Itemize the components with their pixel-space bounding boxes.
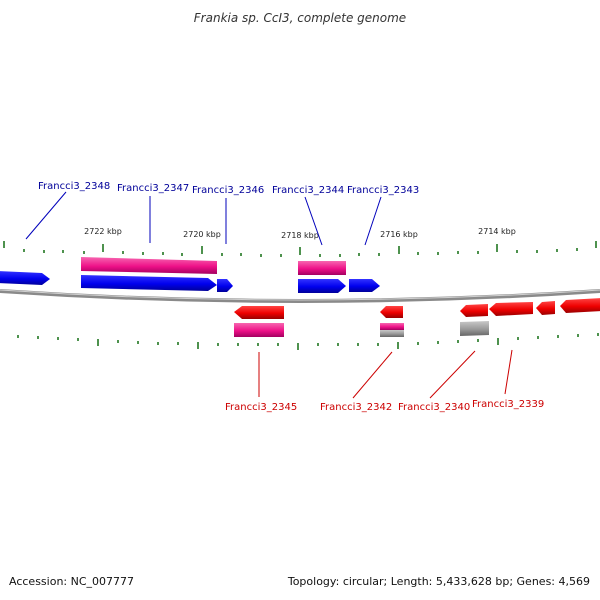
rna-francci3-2347-box[interactable] (81, 257, 217, 274)
rna-francci3-2342-box[interactable] (380, 323, 404, 330)
label-francci3-2342[interactable]: Francci3_2342 (320, 402, 392, 413)
rna-francci3-2345-box[interactable] (234, 323, 284, 337)
reverse-gene-labels: Francci3_2345 Francci3_2342 Francci3_234… (225, 349, 544, 413)
label-francci3-2345[interactable]: Francci3_2345 (225, 402, 297, 413)
upper-tick-row (3, 241, 597, 257)
scale-label-2718: 2718 kbp (281, 231, 319, 240)
gene-francci3-2342-arrow[interactable] (380, 306, 403, 318)
lower-tick-row (17, 333, 599, 350)
leader-line (429, 350, 476, 399)
label-francci3-2343[interactable]: Francci3_2343 (347, 185, 419, 196)
genome-backbone-highlight (0, 289, 600, 301)
pseudo-francci3-2342-box[interactable] (380, 330, 404, 337)
gene-francci3-2340-arrow[interactable] (460, 304, 488, 317)
scale-label-2716: 2716 kbp (380, 230, 418, 239)
label-francci3-2347[interactable]: Francci3_2347 (117, 183, 189, 194)
leader-line (352, 351, 393, 399)
gene-francci3-2348-arrow[interactable] (0, 271, 50, 285)
label-francci3-2348[interactable]: Francci3_2348 (38, 181, 110, 192)
gene-francci3-2344-arrow[interactable] (298, 279, 346, 293)
scale-labels: 2722 kbp 2720 kbp 2718 kbp 2716 kbp 2714… (84, 227, 516, 240)
gene-francci3-2347-arrow[interactable] (81, 275, 217, 291)
leader-line (364, 196, 382, 246)
scale-label-2714: 2714 kbp (478, 227, 516, 236)
scale-label-2722: 2722 kbp (84, 227, 122, 236)
gene-francci3-2339-arrow[interactable] (489, 302, 533, 316)
scale-label-2720: 2720 kbp (183, 230, 221, 239)
topology-text: Topology: circular; Length: 5,433,628 bp… (287, 575, 590, 588)
rna-francci3-2344-box[interactable] (298, 261, 346, 275)
genome-title: Frankia sp. CcI3, complete genome (194, 11, 406, 25)
leader-line (504, 349, 513, 395)
reverse-strand (234, 298, 600, 337)
label-francci3-2346[interactable]: Francci3_2346 (192, 185, 264, 196)
label-francci3-2339[interactable]: Francci3_2339 (472, 399, 544, 410)
pseudo-francci3-2340-box[interactable] (460, 321, 489, 336)
leader-line (304, 196, 323, 246)
gene-francci3-2343-arrow[interactable] (349, 279, 380, 292)
forward-gene-labels: Francci3_2348 Francci3_2347 Francci3_234… (25, 181, 419, 246)
label-francci3-2344[interactable]: Francci3_2344 (272, 185, 344, 196)
gene-francci3-2338-arrow[interactable] (536, 301, 555, 315)
label-francci3-2340[interactable]: Francci3_2340 (398, 402, 470, 413)
gene-francci3-2345-arrow[interactable] (234, 306, 284, 319)
gene-francci3-2337-arrow[interactable] (560, 298, 600, 313)
forward-strand (0, 257, 380, 293)
leader-line (25, 191, 67, 240)
genome-backbone (0, 289, 600, 303)
gene-francci3-2346-arrow[interactable] (217, 279, 233, 292)
accession-text: Accession: NC_007777 (9, 575, 135, 588)
